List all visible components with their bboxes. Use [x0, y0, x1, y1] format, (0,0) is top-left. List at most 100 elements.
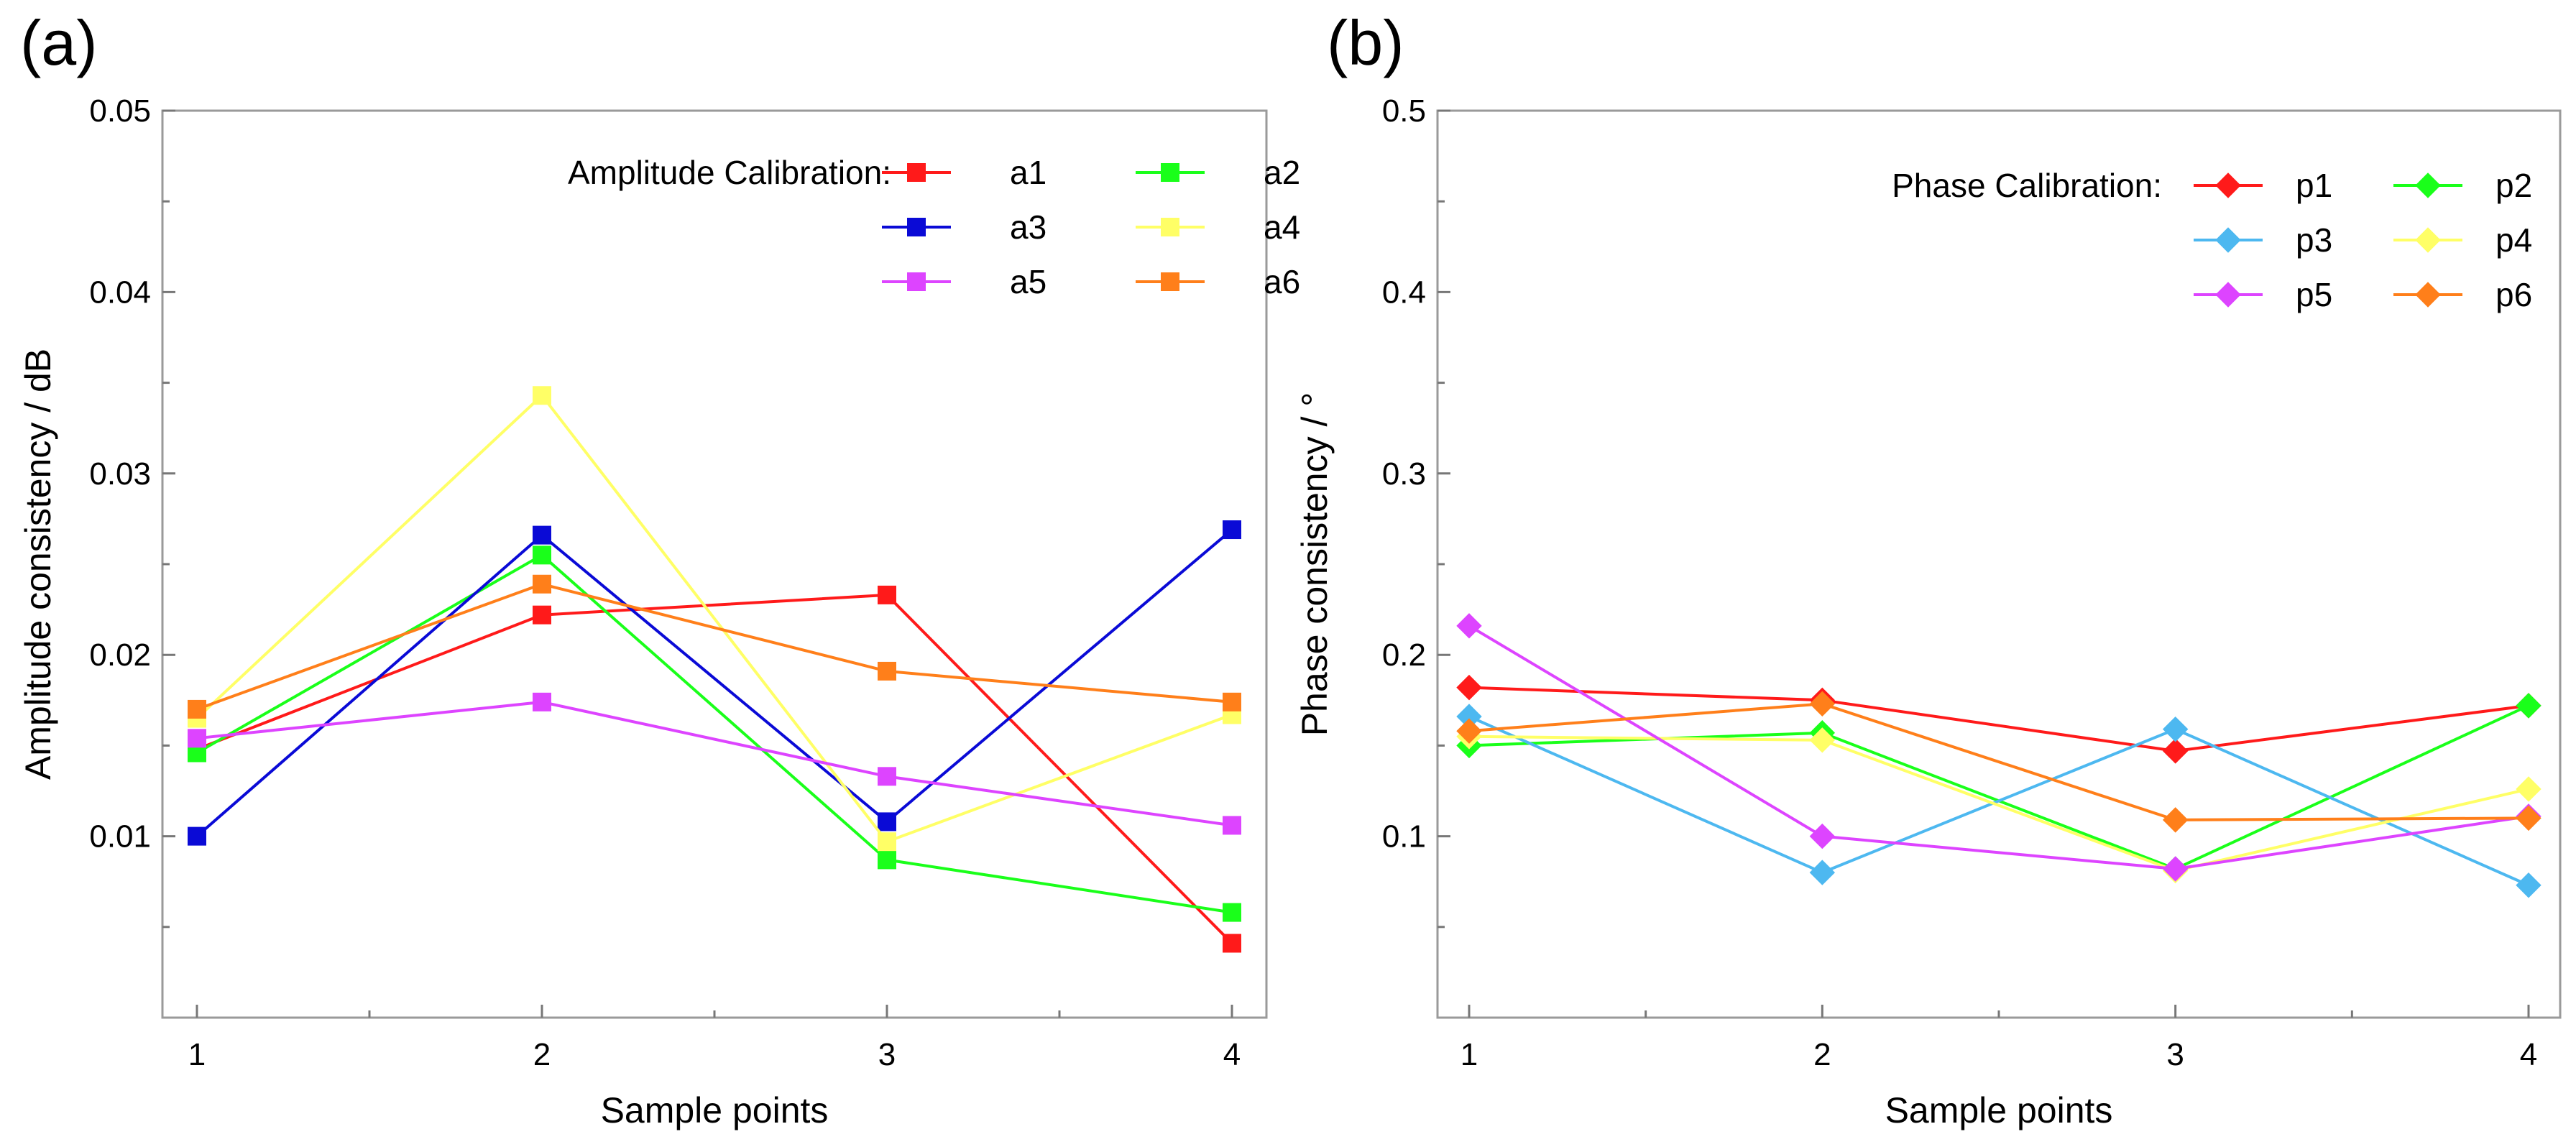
series-p6 — [1456, 691, 2542, 833]
series-a5 — [188, 692, 1241, 835]
y-tick-label: 0.5 — [1382, 93, 1426, 129]
legend-label-p4: p4 — [2496, 221, 2532, 259]
legend-item-a2: a2 — [1136, 154, 1300, 191]
legend-title: Amplitude Calibration: — [568, 154, 891, 191]
legend-label-p6: p6 — [2496, 276, 2532, 313]
legend-label-a3: a3 — [1010, 208, 1046, 246]
data-point-a4 — [878, 832, 896, 852]
data-point-p3 — [2516, 872, 2542, 898]
series-line-a6 — [196, 582, 1233, 711]
data-point-a2 — [1223, 903, 1241, 922]
plot-frame — [161, 109, 1268, 1019]
data-point-a1 — [878, 585, 896, 604]
data-point-a3 — [533, 525, 551, 545]
legend-item-p4: p4 — [2393, 221, 2532, 259]
x-tick-label: 2 — [1813, 1037, 1831, 1072]
legend-marker-p2 — [2415, 172, 2441, 198]
x-axis-title: Sample points — [1885, 1090, 2113, 1130]
series-line-p1 — [1468, 686, 2529, 752]
legend-label-a6: a6 — [1264, 263, 1300, 300]
data-point-a5 — [878, 767, 896, 786]
legend: Phase Calibration: p1 p2 p3 p4 p5 p6 — [1892, 167, 2532, 313]
series-line-a4 — [196, 394, 1233, 844]
y-axis-title: Phase consistency / ° — [1294, 392, 1335, 737]
series-line-p3 — [1468, 715, 2529, 887]
x-tick-label: 4 — [2520, 1037, 2537, 1072]
data-point-p5 — [1456, 613, 1482, 639]
legend-label-a4: a4 — [1264, 208, 1300, 246]
legend-marker-p5 — [2215, 282, 2241, 308]
data-point-a1 — [533, 605, 551, 625]
data-point-a3 — [878, 812, 896, 832]
y-tick-label: 0.04 — [89, 275, 151, 310]
data-point-a5 — [1223, 816, 1241, 835]
data-point-p2 — [2516, 693, 2542, 719]
panel-a: (a) 0.01 0.02 0.03 0.04 0.05 1 2 3 4 Sample points… — [18, 7, 1300, 1130]
legend-item-p3: p3 — [2194, 221, 2332, 259]
data-point-p1 — [1456, 674, 1482, 701]
series-p5 — [1456, 613, 2542, 882]
legend-marker-p4 — [2415, 227, 2441, 253]
legend-item-p5: p5 — [2194, 276, 2332, 313]
data-point-a1 — [1223, 934, 1241, 953]
series-a6 — [188, 574, 1241, 719]
series-line-p5 — [1468, 625, 2529, 871]
legend-marker-p1 — [2215, 172, 2241, 198]
series-line-p4 — [1468, 734, 2529, 872]
series-line-a3 — [196, 528, 1233, 838]
x-tick-label: 1 — [188, 1037, 206, 1072]
data-point-a4 — [533, 386, 551, 405]
legend-marker-a6 — [1161, 272, 1179, 291]
data-point-p1 — [2162, 738, 2189, 764]
data-point-a6 — [1223, 692, 1241, 711]
legend-label-a2: a2 — [1264, 154, 1300, 191]
data-point-a2 — [533, 545, 551, 565]
data-point-a5 — [188, 729, 206, 748]
legend-item-a3: a3 — [882, 208, 1046, 246]
data-point-a5 — [533, 692, 551, 711]
y-tick-label: 0.05 — [89, 93, 151, 129]
legend-marker-a4 — [1161, 218, 1179, 236]
data-point-a6 — [533, 574, 551, 594]
y-axis-title: Amplitude consistency / dB — [18, 349, 58, 780]
legend-item-a4: a4 — [1136, 208, 1300, 246]
series-a2 — [188, 545, 1241, 922]
x-tick-label: 3 — [878, 1037, 896, 1072]
legend-label-p2: p2 — [2496, 167, 2532, 204]
series-line-p6 — [1468, 702, 2529, 821]
data-point-a3 — [1223, 520, 1241, 540]
x-axis-title: Sample points — [601, 1090, 829, 1130]
series-line-a1 — [196, 593, 1233, 944]
legend-item-a1: a1 — [882, 154, 1046, 191]
series-p3 — [1456, 704, 2542, 898]
y-tick-label: 0.02 — [89, 637, 151, 673]
data-point-p6 — [2516, 805, 2542, 832]
data-point-a6 — [878, 661, 896, 681]
x-tick-label: 3 — [2166, 1037, 2184, 1072]
legend-marker-a2 — [1161, 163, 1179, 182]
legend-item-a6: a6 — [1136, 263, 1300, 300]
plot-frame — [1436, 109, 2562, 1019]
panel-label: (a) — [20, 7, 98, 78]
y-tick-label: 0.01 — [89, 819, 151, 855]
data-point-p6 — [2162, 807, 2189, 833]
x-tick-label: 4 — [1223, 1037, 1241, 1072]
legend-label-p1: p1 — [2296, 167, 2332, 204]
x-tick-label: 1 — [1460, 1037, 1478, 1072]
data-point-a6 — [188, 699, 206, 719]
legend: Amplitude Calibration: a1 a2 a3 a4 a5 a6 — [568, 154, 1300, 300]
legend-title: Phase Calibration: — [1892, 167, 2162, 204]
data-point-p5 — [2162, 856, 2189, 882]
series-line-a2 — [196, 553, 1233, 914]
data-point-p6 — [1456, 718, 1482, 744]
legend-item-p2: p2 — [2393, 167, 2532, 204]
y-tick-label: 0.1 — [1382, 819, 1426, 855]
data-point-p3 — [1809, 860, 1836, 885]
y-tick-label: 0.2 — [1382, 637, 1426, 673]
data-point-a2 — [878, 850, 896, 870]
data-point-p3 — [2162, 716, 2189, 742]
legend-item-a5: a5 — [882, 263, 1046, 300]
y-tick-label: 0.4 — [1382, 275, 1426, 310]
series-a4 — [188, 386, 1241, 852]
